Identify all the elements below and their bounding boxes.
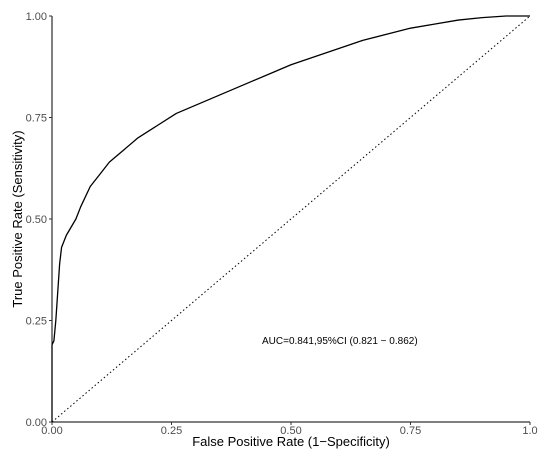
x-tick-label: 0.25 bbox=[161, 425, 182, 437]
x-tick-label: 1.0 bbox=[522, 425, 537, 437]
x-tick-label: 0.75 bbox=[400, 425, 421, 437]
y-tick-label: 0.50 bbox=[26, 214, 47, 226]
x-tick-label: 0.00 bbox=[41, 425, 62, 437]
series-layer bbox=[51, 15, 531, 423]
y-axis-title: True Positive Rate (Sensitivity) bbox=[10, 130, 25, 307]
auc-annotation: AUC=0.841,95%CI (0.821 − 0.862) bbox=[262, 336, 418, 347]
y-tick-label: 0.75 bbox=[26, 113, 47, 125]
y-tick-label: 1.00 bbox=[26, 11, 47, 23]
y-ticks: 0.00 0.25 0.50 0.75 1.00 bbox=[26, 11, 52, 429]
roc-curve bbox=[51, 15, 530, 422]
x-axis-title: False Positive Rate (1−Specificity) bbox=[192, 434, 390, 449]
x-ticks: 0.00 0.25 0.50 0.75 1.0 bbox=[41, 422, 538, 437]
reference-diagonal-line bbox=[51, 15, 531, 423]
x-tick-label: 0.50 bbox=[280, 425, 301, 437]
y-tick-label: 0.00 bbox=[26, 417, 47, 429]
y-tick-label: 0.25 bbox=[26, 316, 47, 328]
